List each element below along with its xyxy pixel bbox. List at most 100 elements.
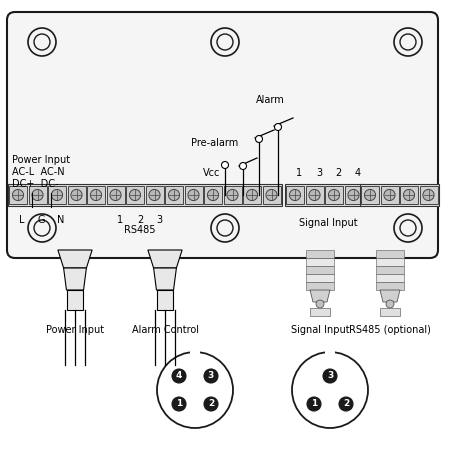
Circle shape bbox=[32, 189, 43, 201]
Circle shape bbox=[204, 369, 218, 383]
Polygon shape bbox=[310, 290, 330, 302]
Circle shape bbox=[157, 352, 233, 428]
Circle shape bbox=[211, 28, 239, 56]
Circle shape bbox=[316, 300, 324, 308]
Bar bbox=[306, 186, 324, 204]
Polygon shape bbox=[310, 308, 330, 316]
Bar bbox=[376, 250, 404, 258]
Circle shape bbox=[247, 189, 257, 201]
Text: N: N bbox=[57, 215, 65, 225]
Text: 2: 2 bbox=[335, 168, 341, 178]
Circle shape bbox=[217, 220, 233, 236]
Circle shape bbox=[274, 123, 282, 130]
Text: Power Input: Power Input bbox=[12, 155, 70, 165]
Circle shape bbox=[289, 189, 301, 201]
Text: Signal Input: Signal Input bbox=[299, 218, 357, 228]
Text: 3: 3 bbox=[316, 168, 322, 178]
Bar bbox=[306, 250, 334, 258]
Circle shape bbox=[309, 189, 320, 201]
Text: Pre-alarm: Pre-alarm bbox=[191, 138, 238, 148]
Polygon shape bbox=[380, 308, 400, 316]
Circle shape bbox=[188, 189, 199, 201]
Bar bbox=[325, 186, 343, 204]
Circle shape bbox=[323, 369, 337, 383]
Text: 1: 1 bbox=[311, 400, 317, 409]
Circle shape bbox=[204, 397, 218, 411]
Circle shape bbox=[71, 189, 82, 201]
Bar bbox=[262, 186, 280, 204]
Text: 3: 3 bbox=[327, 372, 333, 381]
Text: 1: 1 bbox=[296, 168, 302, 178]
Circle shape bbox=[394, 28, 422, 56]
Text: 1: 1 bbox=[117, 215, 123, 225]
Bar bbox=[145, 186, 163, 204]
Circle shape bbox=[207, 189, 219, 201]
Bar bbox=[360, 184, 438, 206]
Bar bbox=[306, 258, 334, 266]
FancyBboxPatch shape bbox=[7, 12, 438, 258]
Circle shape bbox=[227, 189, 238, 201]
Text: RS485 (optional): RS485 (optional) bbox=[349, 325, 431, 335]
Bar bbox=[361, 186, 379, 204]
Circle shape bbox=[211, 214, 239, 242]
Bar bbox=[419, 186, 437, 204]
Circle shape bbox=[256, 135, 262, 143]
Bar bbox=[376, 274, 404, 282]
Polygon shape bbox=[153, 268, 176, 290]
Polygon shape bbox=[157, 290, 173, 310]
Circle shape bbox=[34, 220, 50, 236]
Circle shape bbox=[28, 28, 56, 56]
Bar bbox=[325, 350, 335, 358]
Bar bbox=[9, 186, 27, 204]
Bar bbox=[126, 186, 144, 204]
Bar bbox=[204, 186, 222, 204]
Bar bbox=[243, 186, 261, 204]
Circle shape bbox=[13, 189, 23, 201]
Bar bbox=[376, 282, 404, 290]
Circle shape bbox=[307, 397, 321, 411]
Circle shape bbox=[403, 189, 414, 201]
Circle shape bbox=[384, 189, 395, 201]
Text: Power Input: Power Input bbox=[46, 325, 104, 335]
Text: 4: 4 bbox=[176, 372, 182, 381]
Bar bbox=[107, 186, 125, 204]
Text: 4: 4 bbox=[355, 168, 361, 178]
Bar bbox=[306, 274, 334, 282]
Text: G: G bbox=[37, 215, 45, 225]
Text: Alarm Control: Alarm Control bbox=[131, 325, 198, 335]
Bar bbox=[48, 186, 66, 204]
Circle shape bbox=[168, 189, 180, 201]
Circle shape bbox=[348, 189, 359, 201]
Bar bbox=[165, 186, 183, 204]
Polygon shape bbox=[148, 250, 182, 268]
Bar bbox=[345, 186, 363, 204]
Bar bbox=[286, 186, 304, 204]
Text: 2: 2 bbox=[343, 400, 349, 409]
Circle shape bbox=[34, 34, 50, 50]
Circle shape bbox=[292, 352, 368, 428]
Bar bbox=[376, 266, 404, 274]
Polygon shape bbox=[67, 290, 83, 310]
Bar bbox=[224, 186, 242, 204]
Bar bbox=[87, 186, 105, 204]
Bar bbox=[190, 350, 200, 358]
Circle shape bbox=[130, 189, 140, 201]
Circle shape bbox=[266, 189, 277, 201]
Circle shape bbox=[28, 214, 56, 242]
Bar bbox=[306, 266, 334, 274]
Text: Vcc: Vcc bbox=[203, 168, 220, 178]
Bar bbox=[285, 184, 364, 206]
Circle shape bbox=[239, 162, 247, 170]
Polygon shape bbox=[58, 250, 92, 268]
Text: AC-L  AC-N: AC-L AC-N bbox=[12, 167, 65, 177]
Circle shape bbox=[386, 300, 394, 308]
Circle shape bbox=[364, 189, 376, 201]
Circle shape bbox=[172, 397, 186, 411]
Circle shape bbox=[400, 220, 416, 236]
Circle shape bbox=[221, 162, 229, 168]
Bar bbox=[306, 282, 334, 290]
Text: 2: 2 bbox=[137, 215, 143, 225]
Bar bbox=[28, 186, 46, 204]
Circle shape bbox=[149, 189, 160, 201]
Text: 1: 1 bbox=[176, 400, 182, 409]
